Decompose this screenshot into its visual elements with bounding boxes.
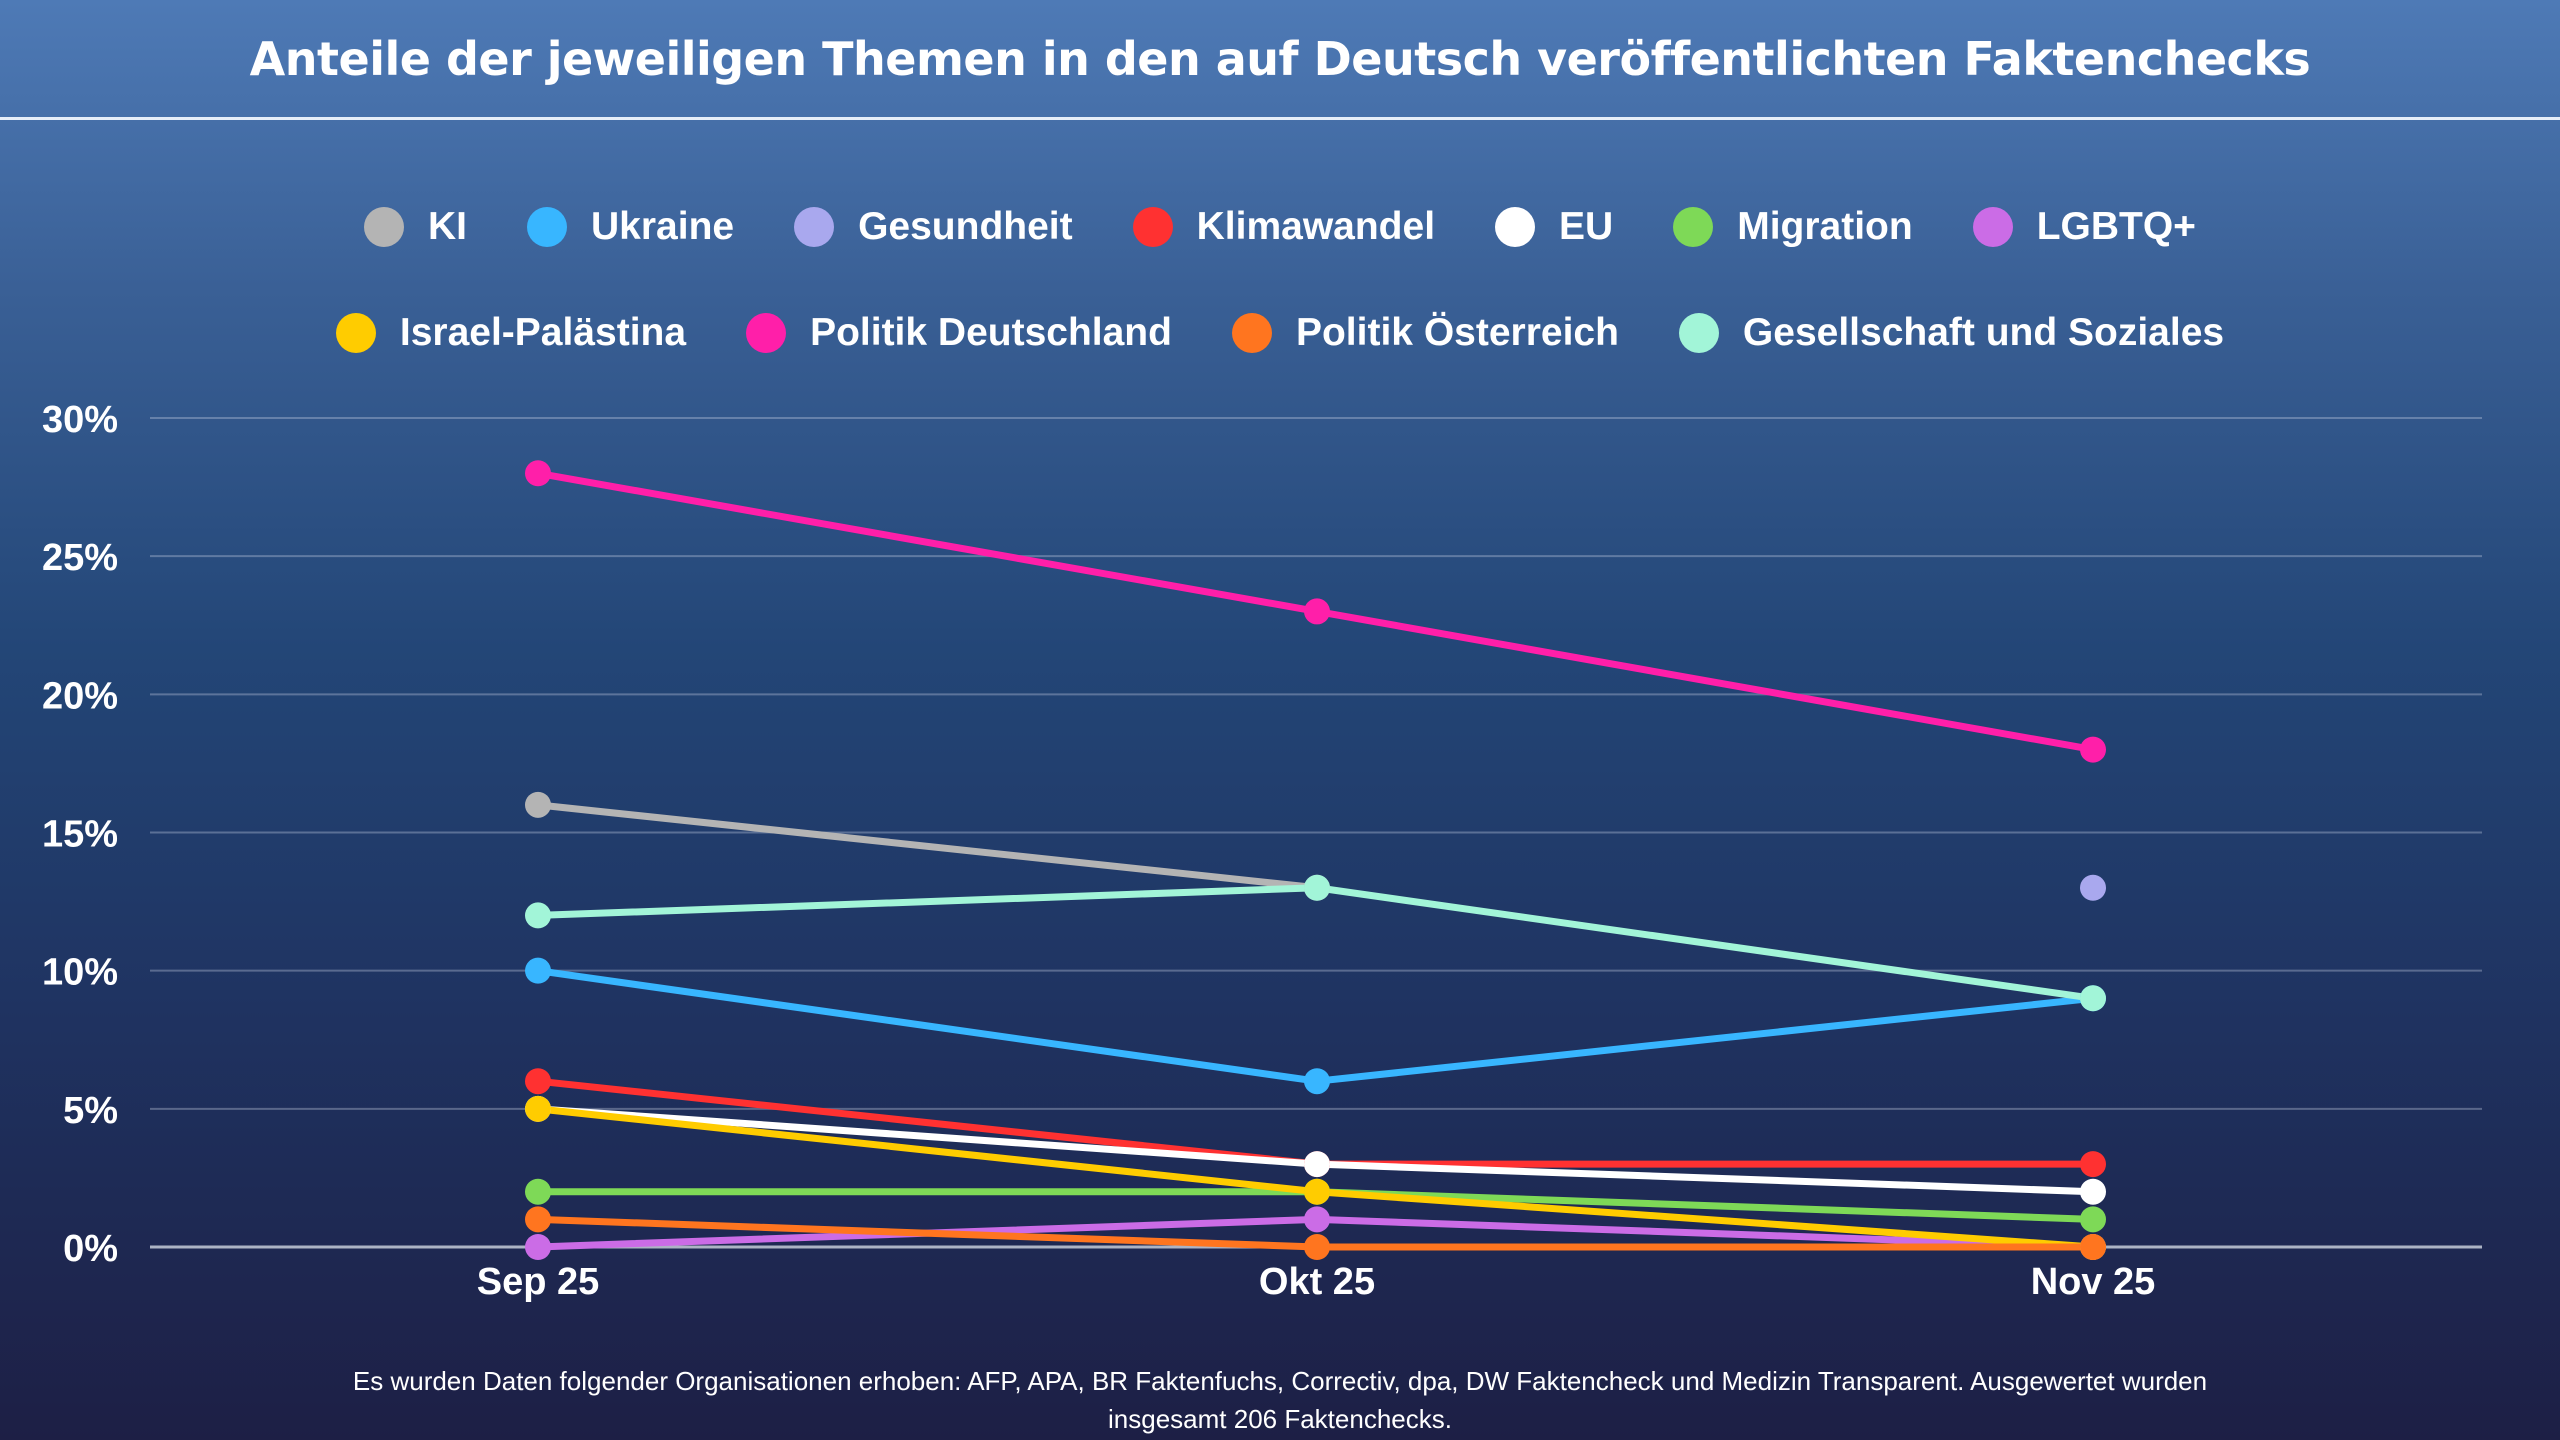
data-point-ukraine[interactable] [525, 957, 551, 984]
legend-item-ki[interactable]: KI [364, 205, 467, 249]
legend-swatch [1132, 207, 1173, 247]
y-tick-label: 10% [42, 952, 118, 994]
legend-label: Israel-Palästina [399, 311, 687, 354]
data-point-migration[interactable] [2080, 1206, 2106, 1233]
y-tick-label: 5% [63, 1090, 118, 1132]
chart-title: Anteile der jeweiligen Themen in den auf… [249, 32, 2311, 86]
x-tick-label: Sep 25 [477, 1261, 600, 1303]
data-point-ki[interactable] [525, 791, 551, 818]
y-tick-label: 0% [63, 1228, 118, 1270]
legend-row-2: Israel-Palästina Politik Deutschland Polit… [0, 311, 2560, 355]
data-point-ukraine[interactable] [1304, 1068, 1330, 1095]
data-point-gesellschaft-und-soziales[interactable] [1304, 874, 1330, 901]
data-point-klimawandel[interactable] [525, 1068, 551, 1095]
data-point-politik-deutschland[interactable] [1304, 598, 1330, 625]
legend-item-gesundheit[interactable]: Gesundheit [794, 205, 1073, 249]
series-line-politik-deutschland [534, 469, 1321, 615]
series-line-migration [1313, 1188, 2097, 1223]
series-line-lgbtq [1313, 1215, 2097, 1251]
legend-item-klimawandel[interactable]: Klimawandel [1132, 205, 1436, 249]
legend-item-politik-deutschland[interactable]: Politik Deutschland [746, 311, 1172, 355]
legend-item-lgbtq[interactable]: LGBTQ+ [1972, 205, 2196, 249]
data-point-gesellschaft-und-soziales[interactable] [2080, 985, 2106, 1012]
data-point-lgbtq[interactable] [1304, 1206, 1330, 1233]
data-point-lgbtq[interactable] [525, 1234, 551, 1260]
data-point-politik-osterreich[interactable] [2080, 1234, 2106, 1260]
legend-label: Gesundheit [858, 205, 1073, 248]
data-point-politik-osterreich[interactable] [1304, 1234, 1330, 1260]
gridlines [150, 417, 2482, 1249]
series-line-gesellschaft-und-soziales [534, 884, 1321, 919]
y-tick-label: 30% [42, 399, 118, 441]
legend-item-israel-palastina[interactable]: Israel-Palästina [335, 311, 687, 355]
data-point-migration[interactable] [525, 1178, 551, 1205]
x-axis: Sep 25 Okt 25 Nov 25 [477, 1261, 2156, 1303]
data-point-israel-palastina[interactable] [1304, 1178, 1330, 1205]
legend-swatch [1495, 207, 1536, 247]
data-point-gesundheit[interactable] [2080, 874, 2106, 901]
series-line-ki [534, 801, 1321, 892]
series-points [525, 460, 2106, 1260]
legend-label: LGBTQ+ [2036, 205, 2196, 248]
data-point-gesellschaft-und-soziales[interactable] [525, 902, 551, 929]
x-tick-label: Nov 25 [2031, 1261, 2156, 1303]
legend-label: Politik Deutschland [810, 311, 1172, 354]
legend-label: Migration [1737, 205, 1913, 248]
series-line-eu [534, 1105, 1321, 1168]
legend-item-eu[interactable]: EU [1495, 205, 1613, 249]
legend-swatch [746, 313, 787, 353]
y-tick-label: 15% [42, 814, 118, 856]
legend-swatch [1231, 313, 1272, 353]
legend-swatch [364, 207, 405, 247]
series-line-politik-deutschland [1313, 607, 2097, 754]
legend-row-1: KI Ukraine Gesundheit Klimawandel EU Migratio… [0, 205, 2560, 249]
legend-label: Politik Österreich [1295, 311, 1619, 354]
legend-swatch [335, 313, 376, 353]
series-line-ukraine [1313, 994, 2097, 1085]
legend-label: Klimawandel [1196, 205, 1436, 248]
y-tick-label: 25% [42, 537, 118, 579]
legend-label: Gesellschaft und Soziales [1742, 311, 2225, 354]
data-point-eu[interactable] [1304, 1151, 1330, 1178]
legend-item-migration[interactable]: Migration [1673, 205, 1913, 249]
source-note: Es wurden Daten folgender Organisationen… [352, 1366, 2208, 1434]
data-point-politik-osterreich[interactable] [525, 1206, 551, 1233]
legend-label: Ukraine [591, 205, 735, 248]
series-line-ukraine [534, 967, 1321, 1085]
data-point-eu[interactable] [2080, 1178, 2106, 1205]
series-line-eu [1313, 1160, 2097, 1196]
series-lines [534, 469, 2097, 1251]
series-line-gesellschaft-und-soziales [1313, 884, 2097, 1002]
data-point-israel-palastina[interactable] [525, 1095, 551, 1122]
series-line-israel-palastina [534, 1105, 1321, 1196]
data-point-politik-deutschland[interactable] [525, 460, 551, 487]
y-tick-label: 20% [42, 675, 118, 717]
legend-item-ukraine[interactable]: Ukraine [527, 205, 734, 249]
legend-swatch [1673, 207, 1714, 247]
legend-item-politik-osterreich[interactable]: Politik Österreich [1231, 311, 1619, 355]
data-point-politik-deutschland[interactable] [2080, 736, 2106, 763]
legend-swatch [794, 207, 835, 247]
series-line-israel-palastina [1313, 1188, 2097, 1251]
legend-swatch [1972, 207, 2013, 247]
legend-label: KI [428, 205, 468, 248]
series-line-politik-osterreich [534, 1215, 1321, 1251]
legend-label: EU [1559, 205, 1614, 248]
data-point-klimawandel[interactable] [2080, 1151, 2106, 1178]
y-axis: 0% 5% 10% 15% 20% 25% 30% [42, 399, 118, 1270]
x-tick-label: Okt 25 [1259, 1261, 1375, 1303]
legend-swatch [1678, 313, 1719, 353]
title-divider [0, 117, 2560, 120]
legend-swatch [527, 207, 568, 247]
series-line-klimawandel [534, 1077, 1321, 1168]
legend-item-gesellschaft-und-soziales[interactable]: Gesellschaft und Soziales [1678, 311, 2225, 355]
